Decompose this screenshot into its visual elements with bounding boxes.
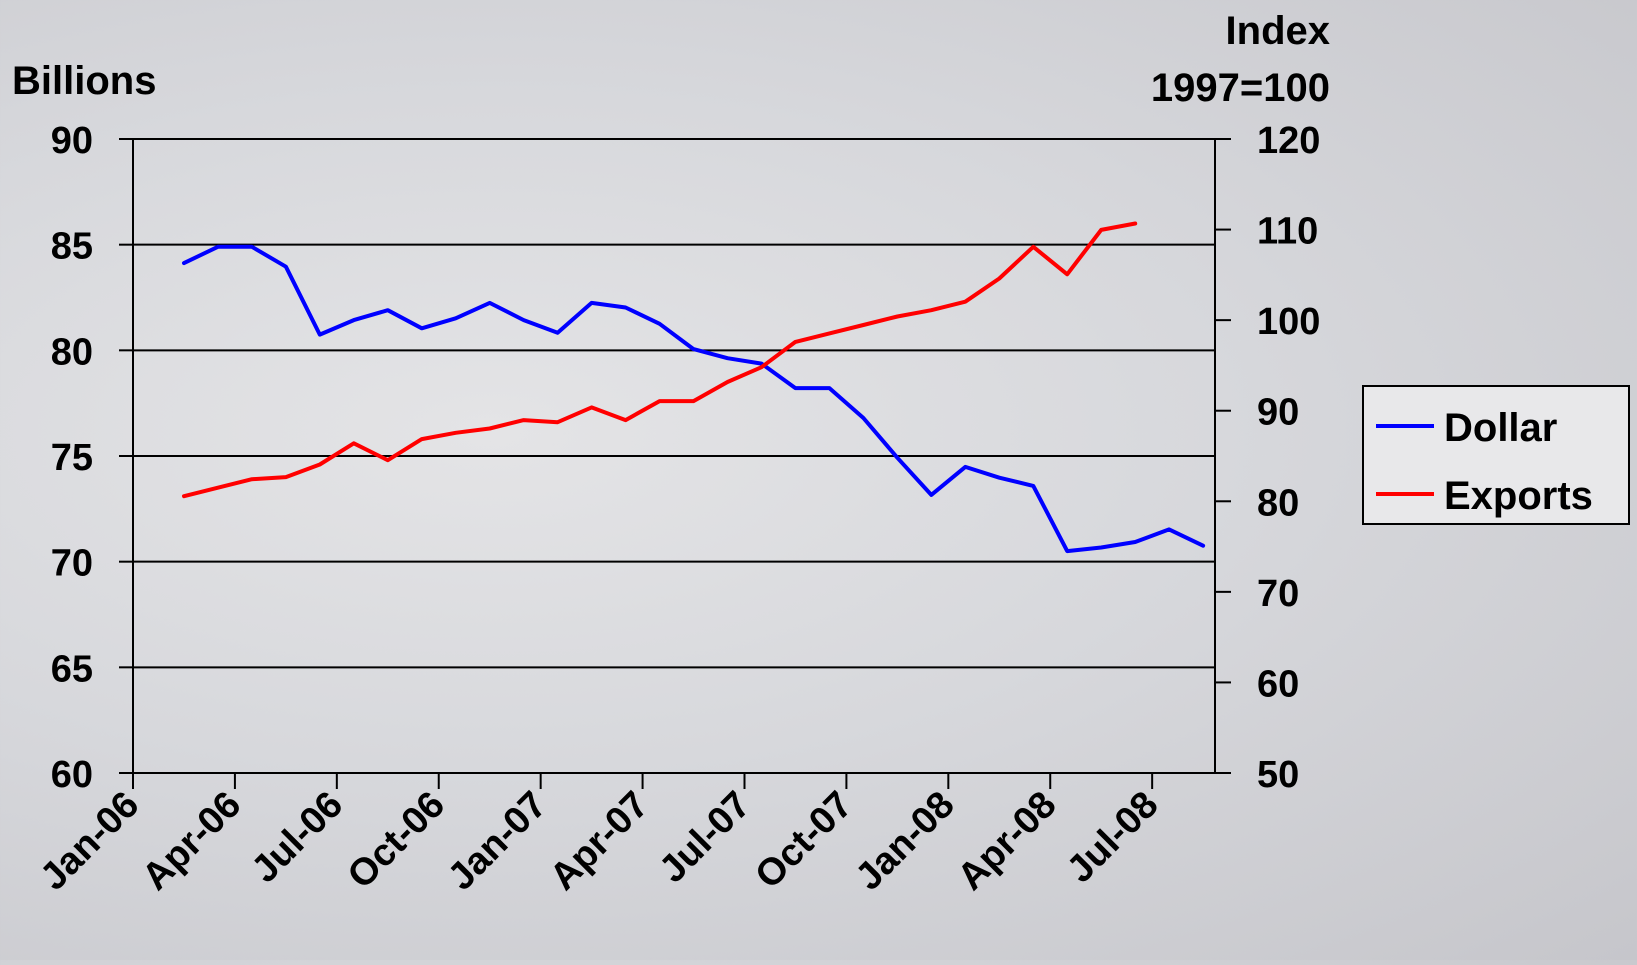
series-exports-line <box>182 221 1138 499</box>
x-tick-label: Apr-08 <box>950 784 1065 899</box>
left-tick-label: 85 <box>51 226 93 268</box>
legend: Dollar Exports <box>1362 385 1630 525</box>
series-dollar-line <box>182 244 1206 554</box>
right-axis-ticks: 50 60 70 80 90 100 110 120 <box>1215 120 1320 796</box>
left-tick-label: 75 <box>51 437 93 479</box>
x-tick-label: Oct-07 <box>747 784 860 897</box>
left-tick-label: 80 <box>51 331 93 373</box>
legend-label-dollar: Dollar <box>1444 406 1557 450</box>
left-tick-label: 90 <box>51 120 93 162</box>
left-tick-label: 60 <box>51 754 93 796</box>
right-axis-title-line1: Index <box>1226 9 1330 53</box>
x-tick-label: Oct-06 <box>340 784 453 897</box>
x-tick-label: Jan-07 <box>440 784 555 899</box>
left-axis-ticks: 60 65 70 75 80 85 90 <box>51 120 133 796</box>
legend-label-exports: Exports <box>1444 474 1593 518</box>
right-tick-label: 120 <box>1257 120 1320 162</box>
x-tick-label: Jan-06 <box>33 784 148 899</box>
right-axis-title-line2: 1997=100 <box>1151 66 1330 110</box>
right-tick-label: 80 <box>1257 482 1299 524</box>
series-lines <box>182 221 1206 554</box>
x-tick-label: Jul-06 <box>244 784 351 891</box>
right-tick-label: 70 <box>1257 573 1299 615</box>
right-tick-label: 100 <box>1257 301 1320 343</box>
x-axis-ticks: Jan-06Apr-06Jul-06Oct-06Jan-07Apr-07Jul-… <box>33 773 1167 899</box>
right-tick-label: 50 <box>1257 754 1299 796</box>
right-tick-label: 60 <box>1257 663 1299 705</box>
left-axis-title: Billions <box>12 59 156 103</box>
right-tick-label: 110 <box>1257 211 1318 253</box>
x-tick-label: Apr-06 <box>134 784 249 899</box>
gridlines <box>133 138 1215 774</box>
left-tick-label: 70 <box>51 543 93 585</box>
x-tick-label: Jul-07 <box>651 784 758 891</box>
x-tick-label: Jul-08 <box>1059 784 1166 891</box>
left-tick-label: 65 <box>51 648 93 690</box>
x-tick-label: Jan-08 <box>848 784 963 899</box>
x-tick-label: Apr-07 <box>542 784 657 899</box>
right-tick-label: 90 <box>1257 392 1299 434</box>
legend-box <box>1362 385 1630 525</box>
